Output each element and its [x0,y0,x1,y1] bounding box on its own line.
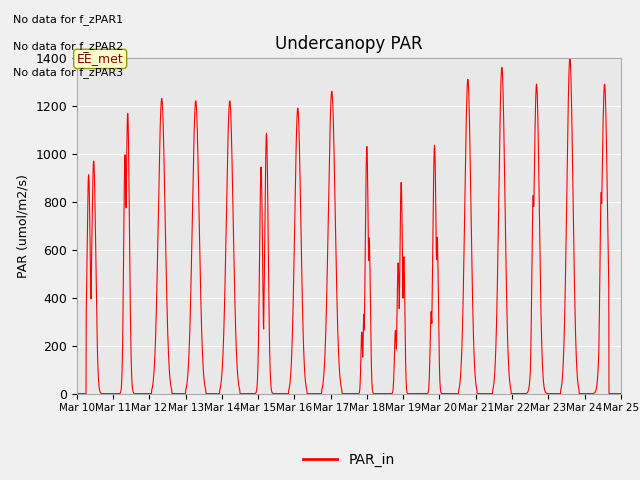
Text: No data for f_zPAR1: No data for f_zPAR1 [13,14,123,25]
Y-axis label: PAR (umol/m2/s): PAR (umol/m2/s) [17,174,29,277]
Text: No data for f_zPAR2: No data for f_zPAR2 [13,41,123,52]
Title: Undercanopy PAR: Undercanopy PAR [275,35,422,53]
Text: No data for f_zPAR3: No data for f_zPAR3 [13,67,123,78]
Text: EE_met: EE_met [77,52,124,65]
Legend: PAR_in: PAR_in [297,447,401,473]
